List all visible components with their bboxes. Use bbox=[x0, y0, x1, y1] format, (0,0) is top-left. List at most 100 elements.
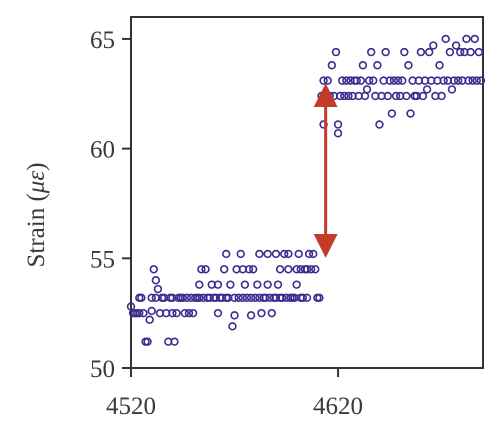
data-point bbox=[292, 265, 301, 274]
data-point bbox=[476, 76, 486, 85]
data-point bbox=[456, 47, 465, 57]
y-tick-label: 50 bbox=[90, 356, 115, 383]
data-point bbox=[398, 76, 407, 85]
data-point bbox=[240, 280, 250, 289]
data-point bbox=[418, 91, 428, 101]
data-point bbox=[381, 47, 390, 57]
data-point bbox=[462, 34, 471, 44]
data-point bbox=[304, 249, 314, 259]
data-point bbox=[306, 265, 316, 274]
data-point bbox=[255, 249, 264, 259]
data-point bbox=[182, 293, 192, 302]
data-point bbox=[298, 293, 308, 302]
data-point bbox=[435, 61, 444, 70]
data-point bbox=[263, 280, 272, 289]
data-point bbox=[151, 276, 161, 285]
data-point bbox=[248, 265, 258, 274]
data-point bbox=[251, 293, 260, 302]
data-point bbox=[145, 315, 154, 324]
plot-frame bbox=[130, 16, 484, 369]
data-point bbox=[468, 76, 477, 85]
data-point bbox=[137, 293, 146, 302]
data-point bbox=[362, 85, 372, 94]
data-point bbox=[213, 308, 223, 318]
data-point bbox=[230, 293, 239, 302]
data-point bbox=[180, 308, 190, 318]
data-point bbox=[383, 91, 392, 101]
data-point bbox=[406, 109, 415, 118]
data-point bbox=[441, 34, 450, 44]
data-point bbox=[404, 61, 413, 70]
data-point bbox=[222, 249, 231, 259]
data-point bbox=[135, 308, 144, 318]
data-point bbox=[338, 76, 347, 85]
data-point bbox=[201, 265, 210, 274]
data-point bbox=[451, 41, 461, 50]
data-point bbox=[449, 76, 459, 85]
data-point bbox=[429, 41, 438, 50]
data-point bbox=[391, 91, 401, 101]
data-point bbox=[246, 293, 256, 302]
x-tick-label: 4620 bbox=[313, 393, 363, 420]
data-point bbox=[445, 47, 455, 57]
data-point bbox=[315, 293, 324, 302]
data-point bbox=[366, 47, 376, 57]
data-point bbox=[246, 311, 256, 320]
data-point bbox=[195, 293, 204, 302]
data-point bbox=[453, 76, 463, 85]
data-point bbox=[149, 265, 158, 274]
data-point bbox=[197, 265, 206, 274]
x-tick-label: 4520 bbox=[106, 393, 156, 420]
data-point bbox=[230, 311, 239, 320]
data-point bbox=[352, 76, 361, 85]
data-point bbox=[147, 306, 156, 316]
data-point bbox=[373, 61, 382, 70]
data-point bbox=[284, 249, 293, 259]
data-point bbox=[244, 265, 254, 274]
data-point bbox=[257, 308, 266, 318]
data-point bbox=[242, 293, 252, 302]
data-point bbox=[437, 91, 446, 101]
data-point bbox=[331, 47, 341, 57]
data-point bbox=[261, 293, 270, 302]
data-point bbox=[472, 76, 481, 85]
data-point bbox=[263, 249, 272, 259]
y-tick-label: 65 bbox=[90, 27, 115, 54]
data-point bbox=[464, 76, 473, 85]
y-axis-title: Strain (με) bbox=[23, 162, 50, 267]
data-point bbox=[393, 76, 403, 85]
data-point bbox=[340, 91, 349, 101]
data-point bbox=[416, 47, 426, 57]
y-axis-title-close: ) bbox=[23, 162, 50, 170]
data-point bbox=[356, 76, 366, 85]
data-point bbox=[195, 280, 204, 289]
data-point bbox=[271, 249, 281, 259]
data-point bbox=[327, 61, 337, 70]
data-point bbox=[168, 308, 177, 318]
data-point bbox=[424, 47, 434, 57]
data-point bbox=[213, 280, 223, 289]
data-point bbox=[143, 337, 152, 346]
data-point bbox=[387, 109, 397, 118]
data-point bbox=[474, 47, 484, 57]
data-point bbox=[294, 249, 303, 259]
scatter-points bbox=[126, 34, 486, 346]
data-point bbox=[188, 308, 198, 318]
data-point bbox=[139, 308, 148, 318]
data-point bbox=[466, 47, 475, 57]
data-point bbox=[219, 265, 229, 274]
data-point bbox=[147, 293, 156, 302]
data-point bbox=[470, 34, 479, 44]
data-point bbox=[422, 85, 432, 94]
data-point bbox=[228, 322, 237, 331]
data-point bbox=[280, 249, 289, 259]
data-point bbox=[311, 265, 320, 274]
data-point bbox=[302, 265, 312, 274]
data-point bbox=[153, 284, 163, 294]
data-point bbox=[226, 280, 235, 289]
data-point bbox=[170, 337, 179, 346]
data-point bbox=[375, 120, 384, 129]
data-point bbox=[364, 76, 374, 85]
data-point bbox=[178, 293, 187, 302]
